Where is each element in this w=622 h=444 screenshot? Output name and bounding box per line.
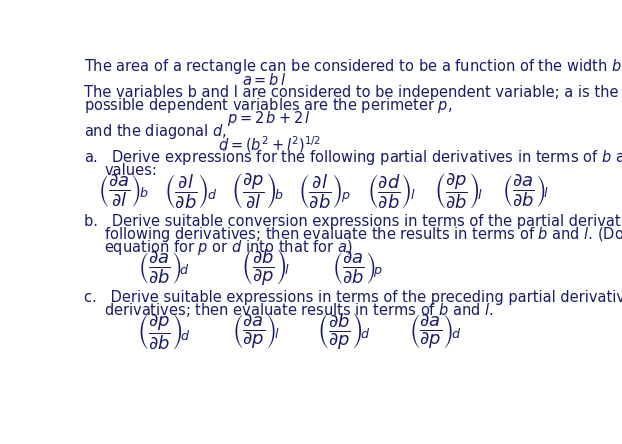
Text: $\left(\dfrac{\partial p}{\partial b}\right)_{\!l}$: $\left(\dfrac{\partial p}{\partial b}\ri… bbox=[434, 172, 483, 211]
Text: $\left(\dfrac{\partial a}{\partial p}\right)_{\!d}$: $\left(\dfrac{\partial a}{\partial p}\ri… bbox=[409, 313, 462, 351]
Text: $\left(\dfrac{\partial b}{\partial p}\right)_{\!l}$: $\left(\dfrac{\partial b}{\partial p}\ri… bbox=[241, 248, 290, 288]
Text: values:: values: bbox=[104, 163, 157, 178]
Text: and the diagonal $d$,: and the diagonal $d$, bbox=[83, 122, 226, 141]
Text: following derivatives; then evaluate the results in terms of $b$ and $l$. (Do no: following derivatives; then evaluate the… bbox=[104, 225, 622, 244]
Text: $d = (b^2 + l^2)^{1/2}$: $d = (b^2 + l^2)^{1/2}$ bbox=[218, 134, 321, 155]
Text: $\left(\dfrac{\partial a}{\partial b}\right)_{\!l}$: $\left(\dfrac{\partial a}{\partial b}\ri… bbox=[502, 173, 549, 210]
Text: $\left(\dfrac{\partial p}{\partial l}\right)_{\!b}$: $\left(\dfrac{\partial p}{\partial l}\ri… bbox=[231, 172, 284, 211]
Text: b.   Derive suitable conversion expressions in terms of the partial derivatives : b. Derive suitable conversion expression… bbox=[83, 214, 622, 229]
Text: $\left(\dfrac{\partial a}{\partial b}\right)_{\!p}$: $\left(\dfrac{\partial a}{\partial b}\ri… bbox=[332, 250, 383, 286]
Text: $a = b\,l$: $a = b\,l$ bbox=[242, 72, 286, 88]
Text: possible dependent variables are the perimeter $p$,: possible dependent variables are the per… bbox=[83, 96, 452, 115]
Text: $\left(\dfrac{\partial b}{\partial p}\right)_{\!d}$: $\left(\dfrac{\partial b}{\partial p}\ri… bbox=[317, 312, 371, 352]
Text: c.   Derive suitable expressions in terms of the preceding partial derivatives f: c. Derive suitable expressions in terms … bbox=[83, 290, 622, 305]
Text: The area of a rectangle can be considered to be a function of the width $b$ and : The area of a rectangle can be considere… bbox=[83, 57, 622, 76]
Text: $\left(\dfrac{\partial a}{\partial l}\right)_{\!b}$: $\left(\dfrac{\partial a}{\partial l}\ri… bbox=[98, 173, 149, 210]
Text: $\left(\dfrac{\partial d}{\partial b}\right)_{\!l}$: $\left(\dfrac{\partial d}{\partial b}\ri… bbox=[367, 172, 416, 210]
Text: $\left(\dfrac{\partial l}{\partial b}\right)_{\!d}$: $\left(\dfrac{\partial l}{\partial b}\ri… bbox=[164, 172, 217, 210]
Text: a.   Derive expressions for the following partial derivatives in terms of $b$ an: a. Derive expressions for the following … bbox=[83, 148, 622, 167]
Text: $\left(\dfrac{\partial p}{\partial b}\right)_{\!d}$: $\left(\dfrac{\partial p}{\partial b}\ri… bbox=[137, 312, 190, 352]
Text: $\left(\dfrac{\partial l}{\partial b}\right)_{\!p}$: $\left(\dfrac{\partial l}{\partial b}\ri… bbox=[299, 172, 351, 210]
Text: $\left(\dfrac{\partial a}{\partial b}\right)_{\!d}$: $\left(\dfrac{\partial a}{\partial b}\ri… bbox=[137, 250, 190, 286]
Text: $p = 2\,b + 2\,l$: $p = 2\,b + 2\,l$ bbox=[227, 109, 311, 128]
Text: equation for $p$ or $d$ into that for $a$): equation for $p$ or $d$ into that for $a… bbox=[104, 238, 353, 257]
Text: $\left(\dfrac{\partial a}{\partial p}\right)_{\!l}$: $\left(\dfrac{\partial a}{\partial p}\ri… bbox=[232, 313, 280, 351]
Text: derivatives; then evaluate results in terms of $b$ and $l$.: derivatives; then evaluate results in te… bbox=[104, 301, 494, 319]
Text: The variables b and l are considered to be independent variable; a is the depend: The variables b and l are considered to … bbox=[83, 85, 622, 100]
